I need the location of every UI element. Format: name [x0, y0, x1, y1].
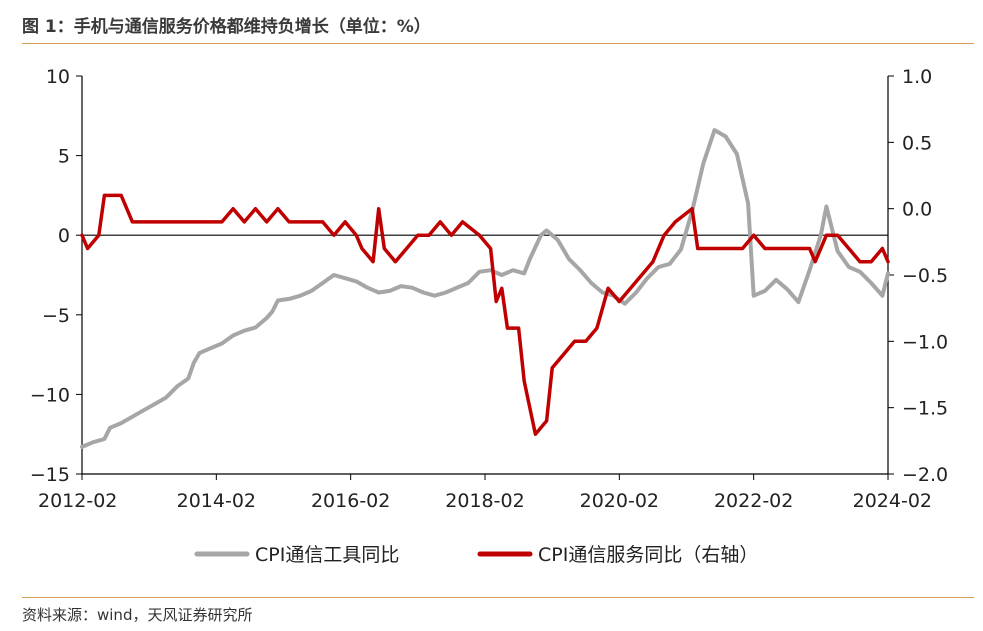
right-tick-label: −1.0	[902, 331, 948, 353]
x-tick-label: 2014-02	[177, 490, 256, 512]
left-tick-label: 10	[46, 66, 70, 88]
right-tick-label: −2.0	[902, 464, 948, 486]
right-tick-label: 0.0	[902, 199, 932, 221]
right-tick-label: −0.5	[902, 265, 948, 287]
source-note: 资料来源：wind，天风证券研究所	[22, 606, 253, 624]
legend-label: CPI通信服务同比（右轴）	[538, 544, 758, 566]
x-tick-label: 2018-02	[445, 490, 524, 512]
legend-label: CPI通信工具同比	[255, 544, 399, 566]
left-tick-label: −15	[30, 464, 70, 486]
x-tick-label: 2012-02	[38, 490, 117, 512]
right-tick-label: −1.5	[902, 398, 948, 420]
chart-title: 图 1：手机与通信服务价格都维持负增长（单位：%）	[22, 17, 431, 37]
footer-divider	[22, 597, 974, 598]
right-tick-label: 1.0	[902, 66, 932, 88]
series-line-telecom-services	[80, 193, 890, 436]
left-tick-label: 0	[58, 225, 70, 247]
chart-axes: 10 5 0 −5 −10 −15 1.0 0.5 0.0 −0.5 −1.0 −1.5 −2.0 201…	[30, 66, 948, 512]
left-tick-label: 5	[58, 146, 70, 168]
right-tick-label: 0.5	[902, 132, 932, 154]
x-tick-label: 2022-02	[714, 490, 793, 512]
left-tick-label: −10	[30, 384, 70, 406]
chart-legend: CPI通信工具同比 CPI通信服务同比（右轴）	[194, 544, 758, 566]
x-tick-label: 2020-02	[580, 490, 659, 512]
chart-series	[80, 128, 890, 449]
series-line-telecom-tools	[80, 128, 890, 449]
title-divider	[22, 43, 974, 44]
left-tick-label: −5	[42, 305, 70, 327]
x-tick-label: 2016-02	[311, 490, 390, 512]
line-chart: 10 5 0 −5 −10 −15 1.0 0.5 0.0 −0.5 −1.0 −1.5 −2.0 201…	[30, 66, 948, 566]
x-tick-label: 2024-02	[853, 490, 932, 512]
